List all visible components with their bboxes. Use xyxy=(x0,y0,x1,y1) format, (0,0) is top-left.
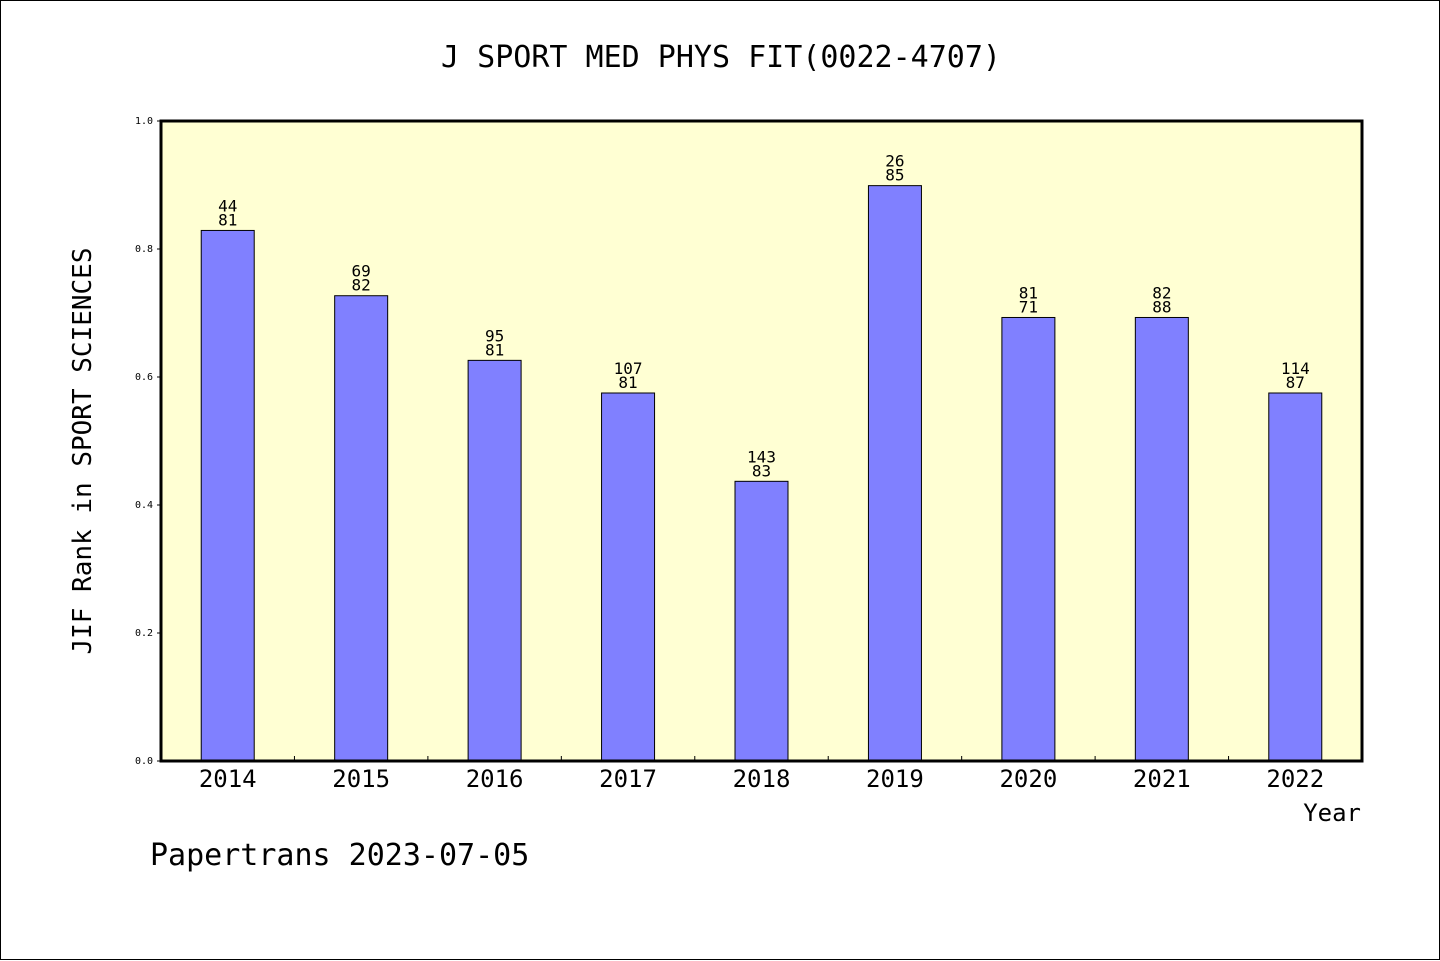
bar-label-top-2017: 107 xyxy=(614,359,643,378)
y-tick-label: 0.8 xyxy=(135,244,153,255)
bar-label-top-2021: 82 xyxy=(1152,283,1171,302)
bar-label-top-2014: 44 xyxy=(218,196,237,215)
x-tick-label-2017: 2017 xyxy=(599,765,657,793)
bar-label-bottom-2017: 81 xyxy=(618,373,637,392)
y-axis-label: JIF Rank in SPORT SCIENCES xyxy=(68,248,98,655)
x-tick-label-2014: 2014 xyxy=(199,765,257,793)
bar-2014 xyxy=(200,229,255,762)
bar-label-top-2022: 114 xyxy=(1281,359,1310,378)
bar-label-top-2018: 143 xyxy=(747,447,776,466)
bar-label-bottom-2021: 88 xyxy=(1152,297,1171,316)
bar-label-top-2020: 81 xyxy=(1019,283,1038,302)
x-axis-ticks: 2014 2015 2016 2017 2018 2019 2020 2021 2022 xyxy=(199,756,1324,793)
bar-label-bottom-2020: 71 xyxy=(1019,297,1038,316)
bar-label-bottom-2015: 82 xyxy=(352,276,371,295)
plot-border xyxy=(159,119,1364,763)
x-tick-label-2019: 2019 xyxy=(866,765,924,793)
bar-label-bottom-2022: 87 xyxy=(1286,373,1305,392)
bar-2021 xyxy=(1134,316,1189,762)
bar-2015 xyxy=(334,295,389,762)
bar-label-bottom-2018: 83 xyxy=(752,461,771,480)
x-tick-label-2018: 2018 xyxy=(733,765,791,793)
y-tick-label: 0.0 xyxy=(135,756,153,767)
y-tick-label: 1.0 xyxy=(135,116,153,127)
x-tick-label-2016: 2016 xyxy=(466,765,524,793)
bar-label-bottom-2014: 81 xyxy=(218,210,237,229)
bar-label-bottom-2019: 85 xyxy=(885,166,904,185)
footer-text: Papertrans 2023-07-05 xyxy=(150,838,529,873)
x-tick-label-2022: 2022 xyxy=(1266,765,1324,793)
bar-label-bottom-2016: 81 xyxy=(485,340,504,359)
bar-label-top-2019: 26 xyxy=(885,152,904,171)
bars xyxy=(200,185,1323,762)
bar-2017 xyxy=(601,392,656,762)
bar-2022 xyxy=(1268,392,1323,762)
bar-2020 xyxy=(1001,316,1056,762)
y-axis-ticks: 0.0 0.2 0.4 0.6 0.8 1.0 xyxy=(135,116,161,767)
y-tick-label: 0.6 xyxy=(135,372,153,383)
x-tick-label-2015: 2015 xyxy=(332,765,390,793)
bar-label-top-2016: 95 xyxy=(485,326,504,345)
y-tick-label: 0.4 xyxy=(135,500,153,511)
bar-2019 xyxy=(867,185,922,762)
bar-2016 xyxy=(467,359,522,762)
x-tick-label-2020: 2020 xyxy=(999,765,1057,793)
y-tick-label: 0.2 xyxy=(135,628,153,639)
x-axis-label: Year xyxy=(1303,799,1361,827)
bar-2018 xyxy=(734,480,789,762)
chart-title: J SPORT MED PHYS FIT(0022-4707) xyxy=(441,40,1001,75)
bar-label-top-2015: 69 xyxy=(352,262,371,281)
x-tick-label-2021: 2021 xyxy=(1133,765,1191,793)
